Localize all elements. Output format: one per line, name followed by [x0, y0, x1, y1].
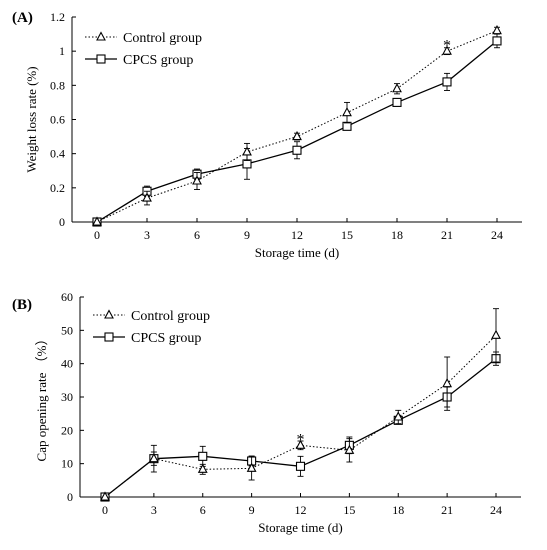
y-tick-label: 0.4 [50, 147, 65, 161]
x-tick-label: 24 [491, 228, 503, 242]
x-tick-label: 15 [343, 503, 355, 517]
y-tick-label: 0.6 [50, 113, 65, 127]
data-point-square [198, 451, 208, 461]
data-point-triangle [292, 130, 302, 141]
data-point-square [442, 77, 452, 87]
data-point-triangle [295, 439, 306, 449]
data-point-triangle [142, 192, 152, 202]
x-tick-label: 3 [151, 503, 157, 517]
data-point-square [392, 97, 402, 107]
x-tick-label: 3 [144, 228, 150, 242]
significance-star: * [297, 432, 305, 449]
data-point-triangle [392, 83, 402, 93]
x-tick-label: 21 [441, 503, 453, 517]
legend-label: Control group [123, 31, 202, 46]
panel-label: (A) [12, 10, 33, 26]
y-tick-label: 10 [61, 457, 73, 471]
legend-item-cpcs-group: CPCS group [93, 331, 201, 346]
y-tick-label: 1.2 [50, 10, 65, 24]
y-tick-label: 20 [61, 423, 73, 437]
legend-marker-square [104, 332, 114, 342]
x-tick-label: 21 [441, 228, 453, 242]
data-point-triangle [393, 411, 404, 421]
x-tick-label: 0 [102, 503, 108, 517]
panel-label: (B) [12, 297, 32, 313]
data-point-triangle [442, 377, 453, 388]
data-point-triangle [491, 329, 501, 339]
x-tick-label: 12 [291, 228, 303, 242]
y-tick-label: 0 [67, 490, 73, 504]
x-tick-label: 18 [391, 228, 403, 242]
y-tick-label: 0 [59, 215, 65, 229]
y-tick-label: 30 [61, 390, 73, 404]
x-tick-label: 24 [490, 503, 502, 517]
chart-panel-0: (A) 0 0.2 0.4 0.6 0.8 1 1.2 0 3 6 9 12 15 18 21 24 Storag… [12, 10, 522, 260]
legend-marker-square [96, 54, 106, 64]
significance-star: * [443, 37, 451, 54]
data-point-triangle [344, 444, 355, 454]
legend-item-control-group: Control group [85, 31, 202, 46]
legend-item-cpcs-group: CPCS group [85, 53, 193, 68]
data-point-triangle [492, 24, 502, 35]
x-tick-label: 18 [392, 503, 404, 517]
data-point-square [242, 159, 252, 169]
data-point-triangle [92, 216, 102, 226]
x-tick-label: 9 [244, 228, 250, 242]
data-point-triangle [246, 462, 257, 472]
y-axis-label: Weight loss rate (%) [24, 66, 39, 172]
x-tick-label: 15 [341, 228, 353, 242]
x-axis-label: Storage time (d) [255, 245, 339, 260]
x-axis-label: Storage time (d) [258, 520, 342, 535]
data-point-triangle [197, 463, 208, 473]
data-point-triangle [442, 45, 452, 55]
legend-label: CPCS group [131, 331, 201, 346]
data-point-triangle [100, 491, 110, 501]
data-point-square [492, 36, 502, 46]
x-tick-label: 9 [249, 503, 255, 517]
y-tick-label: 50 [61, 323, 73, 337]
x-tick-label: 6 [200, 503, 206, 517]
data-point-square [292, 145, 302, 155]
data-point-triangle [148, 452, 159, 463]
x-tick-label: 6 [194, 228, 200, 242]
y-tick-label: 40 [61, 357, 73, 371]
x-tick-label: 0 [94, 228, 100, 242]
y-tick-label: 0.8 [50, 78, 65, 92]
series-control-group [100, 308, 501, 501]
y-tick-label: 1 [59, 44, 65, 58]
legend-label: Control group [131, 309, 210, 324]
series-cpcs-group [100, 351, 501, 502]
series-control-group [92, 24, 502, 226]
data-point-square [295, 461, 306, 471]
chart-panel-1: (B) 0 10 20 30 40 50 60 0 3 6 9 12 15 18 21 24 Storage ti… [12, 290, 521, 535]
legend-marker-triangle [96, 31, 106, 41]
data-point-triangle [242, 146, 252, 156]
x-tick-label: 12 [295, 503, 307, 517]
legend-label: CPCS group [123, 53, 193, 68]
data-point-triangle [192, 175, 202, 185]
legend-item-control-group: Control group [93, 309, 210, 324]
y-tick-label: 60 [61, 290, 73, 304]
legend-marker-triangle [104, 309, 114, 319]
data-point-square [342, 121, 352, 131]
y-axis-label: Cap opening rate （%） [34, 333, 49, 462]
y-tick-label: 0.2 [50, 181, 65, 195]
data-point-triangle [342, 106, 352, 117]
